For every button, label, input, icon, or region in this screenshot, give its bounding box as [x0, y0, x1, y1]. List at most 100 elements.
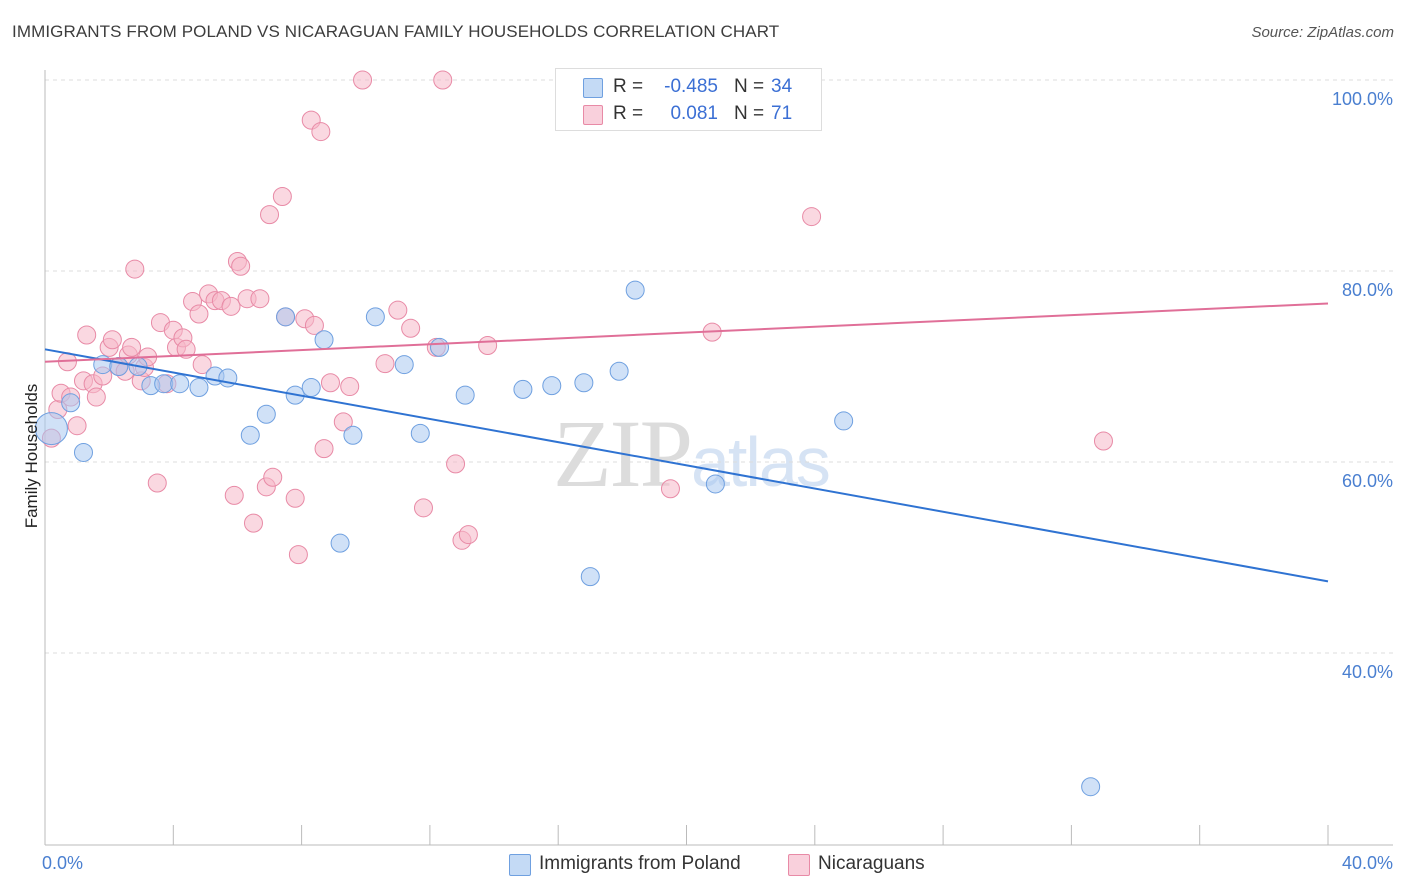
- nicaraguan-point: [272, 187, 292, 207]
- poland-point: [580, 567, 600, 587]
- legend-n-label: N =: [734, 103, 765, 124]
- poland-point: [330, 533, 350, 553]
- x-tick-label: 0.0%: [42, 853, 83, 873]
- nicaraguan-point: [304, 315, 324, 335]
- nicaraguan-point: [333, 412, 353, 432]
- legend-r-label: R =: [613, 76, 644, 97]
- nicaraguan-point: [401, 318, 421, 338]
- y-tick-label: 40.0%: [1342, 662, 1393, 682]
- poland-point: [73, 442, 93, 462]
- nicaraguan-point: [285, 488, 305, 508]
- poland-point: [61, 393, 81, 413]
- nicaraguan-point: [189, 304, 209, 324]
- nicaraguan-point: [122, 337, 142, 357]
- grid: [45, 79, 1393, 654]
- poland-point: [394, 355, 414, 375]
- nicaraguan-point: [375, 354, 395, 374]
- poland-trend-line: [44, 348, 1329, 583]
- source-label: Source: ZipAtlas.com: [1251, 24, 1394, 41]
- poland-point: [343, 425, 363, 445]
- nicaraguan-point: [147, 473, 167, 493]
- nicaraguan-point: [413, 498, 433, 518]
- poland-point: [625, 280, 645, 300]
- poland-point: [240, 425, 260, 445]
- correlation-legend: R = -0.485 N = 34 R = 0.081 N = 71: [555, 68, 822, 131]
- legend-n-value: 71: [771, 103, 793, 124]
- nicaraguan-trend-line: [44, 302, 1329, 363]
- poland-point: [256, 404, 276, 424]
- nicaraguan-point: [311, 122, 331, 142]
- chart-title: IMMIGRANTS FROM POLAND VS NICARAGUAN FAM…: [12, 22, 780, 41]
- poland-point: [513, 379, 533, 399]
- poland-point: [109, 357, 129, 376]
- poland-point: [154, 374, 174, 394]
- nicaraguan-point: [102, 330, 122, 350]
- axes: [44, 70, 1393, 846]
- tick-labels: 40.0% 60.0% 80.0% 100.0% 0.0% 40.0%: [42, 89, 1393, 873]
- poland-point: [276, 307, 296, 327]
- poland-point: [301, 378, 321, 398]
- legend-r-label: R =: [613, 103, 644, 124]
- nicaraguan-point: [288, 545, 308, 565]
- nicaraguan-point: [77, 325, 97, 345]
- nicaraguan-point: [192, 355, 212, 375]
- nicaraguan-point: [250, 289, 270, 309]
- x-tick-label: 40.0%: [1342, 853, 1393, 873]
- nicaraguan-point: [446, 454, 466, 474]
- nicaraguan-point: [314, 439, 334, 459]
- nicaraguan-point: [260, 205, 280, 225]
- poland-point: [410, 423, 430, 443]
- nicaraguan-point: [340, 377, 360, 397]
- legend-row-poland: R = -0.485 N = 34: [556, 73, 821, 101]
- y-tick-label: 100.0%: [1332, 89, 1393, 109]
- nicaraguan-point: [221, 296, 241, 316]
- poland-point: [574, 373, 594, 393]
- legend-n-label: N =: [734, 76, 765, 97]
- bottom-legend-label-nicaraguans: Nicaraguans: [818, 853, 925, 874]
- bottom-legend-nicaraguans: Nicaraguans: [788, 852, 948, 878]
- nicaraguan-point: [353, 70, 373, 90]
- poland-point: [314, 330, 334, 350]
- nicaraguan-point: [243, 513, 263, 533]
- nicaraguan-point: [320, 373, 340, 393]
- poland-point: [430, 337, 450, 357]
- poland-point: [1081, 777, 1101, 797]
- legend-swatch-nicaraguans: [583, 105, 603, 125]
- poland-point: [455, 385, 475, 405]
- y-tick-label: 60.0%: [1342, 471, 1393, 491]
- nicaraguan-point: [433, 70, 453, 90]
- legend-row-nicaraguans: R = 0.081 N = 71: [556, 100, 821, 128]
- nicaraguan-point: [263, 467, 283, 487]
- nicaraguan-point: [231, 256, 251, 276]
- poland-point: [705, 474, 725, 494]
- legend-r-value: -0.485: [664, 76, 718, 97]
- data-points: [34, 70, 1113, 797]
- y-tick-label: 80.0%: [1342, 280, 1393, 300]
- legend-n-value: 34: [771, 76, 793, 97]
- poland-point: [834, 411, 854, 431]
- bottom-legend-swatch-nicaraguans: [788, 854, 810, 876]
- poland-point: [542, 376, 562, 396]
- nicaraguan-point: [1093, 431, 1113, 451]
- nicaraguan-point: [67, 416, 87, 436]
- nicaraguan-point: [388, 300, 408, 320]
- poland-point: [34, 412, 68, 446]
- poland-point: [170, 374, 190, 394]
- poland-point: [189, 378, 209, 398]
- bottom-legend-swatch-poland: [509, 854, 531, 876]
- poland-point: [609, 361, 629, 381]
- trend-lines: [44, 302, 1329, 583]
- nicaraguan-point: [224, 485, 244, 505]
- nicaraguan-point: [660, 479, 680, 499]
- y-axis-label: Family Households: [22, 384, 41, 529]
- bottom-legend-poland: Immigrants from Poland: [509, 852, 769, 878]
- nicaraguan-point: [125, 259, 145, 279]
- nicaraguan-point: [458, 525, 478, 545]
- bottom-legend-label-poland: Immigrants from Poland: [539, 853, 741, 874]
- nicaraguan-point: [176, 339, 196, 359]
- legend-r-value: 0.081: [670, 103, 718, 124]
- nicaraguan-point: [86, 387, 106, 407]
- poland-point: [365, 307, 385, 327]
- legend-swatch-poland: [583, 78, 603, 98]
